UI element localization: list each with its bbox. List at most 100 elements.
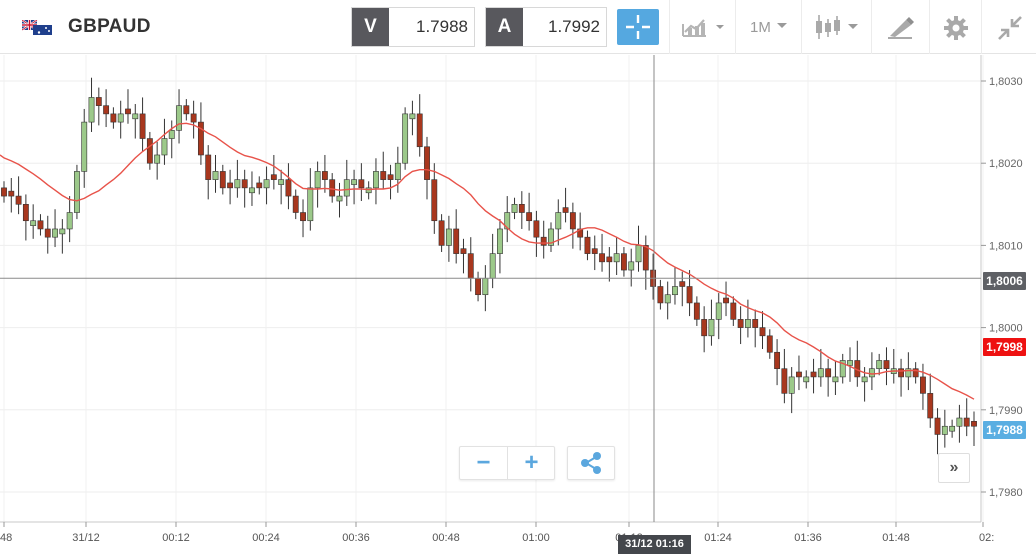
candle-body: [693, 302, 700, 320]
candle-body: [759, 327, 766, 337]
crosshair-icon: [626, 15, 650, 39]
candle-body: [971, 421, 977, 427]
share-button[interactable]: [567, 446, 615, 480]
time-tick-label: 02:: [979, 532, 994, 544]
candle-body: [497, 228, 503, 254]
candle-body: [132, 113, 139, 120]
price-tick-label: 1,8020: [989, 158, 1023, 170]
drawing-tools-button[interactable]: [871, 0, 929, 54]
candle-body: [453, 228, 460, 254]
chart-type-button[interactable]: [669, 0, 735, 54]
instrument-symbol: GBPAUD: [68, 16, 151, 37]
candle-body: [949, 425, 956, 432]
gear-icon: [944, 16, 968, 40]
moving-average-tag: 1,7998: [983, 338, 1026, 356]
candle-body: [489, 253, 496, 279]
candle-body: [103, 105, 110, 115]
candle-body: [52, 228, 58, 238]
candle-body: [701, 319, 708, 337]
candle-body: [766, 335, 773, 353]
scroll-to-latest-button[interactable]: »: [938, 453, 970, 483]
candle-body: [628, 261, 635, 271]
candle-body: [424, 146, 430, 180]
candle-body: [912, 368, 919, 378]
candle-body: [504, 212, 511, 230]
collapse-icon: [998, 16, 1022, 40]
candle-body: [74, 171, 80, 213]
candle-body: [460, 248, 467, 254]
candle-body: [292, 195, 299, 213]
candle-body: [249, 187, 255, 194]
candle-body: [438, 220, 445, 246]
price-tick-label: 1,8000: [989, 323, 1023, 335]
zoom-in-button[interactable]: +: [524, 449, 539, 476]
price-chart[interactable]: 1,8030 1,8020 1,8010 1,8000 1,7990 1,7980 48 31…: [0, 55, 1036, 556]
candle-body: [591, 248, 598, 254]
collapse-button[interactable]: [981, 0, 1036, 54]
candle-body: [730, 302, 737, 320]
candle-body: [241, 179, 248, 189]
buy-label: A: [486, 8, 523, 46]
candle-body: [475, 277, 481, 296]
crosshair-button[interactable]: [617, 9, 659, 45]
candle-body: [752, 319, 759, 328]
candle-body: [125, 108, 131, 115]
chevron-down-icon: [777, 23, 787, 28]
candle-body: [154, 154, 161, 164]
candle-body: [562, 207, 569, 213]
time-tick-label: 31/12: [72, 532, 100, 544]
candle-body: [956, 417, 963, 427]
candle-body: [66, 212, 73, 230]
candle-body: [774, 351, 781, 370]
candle-body: [263, 179, 270, 189]
candle-body: [183, 105, 190, 115]
candle-body: [373, 171, 379, 189]
candle-body: [883, 360, 890, 370]
plot-area: [0, 55, 981, 522]
candle-body: [511, 204, 518, 213]
candle-body: [934, 417, 941, 435]
candle-body: [146, 138, 153, 164]
candle-body: [679, 281, 686, 287]
bid-price-tag: 1,7988: [983, 421, 1026, 439]
buy-price-box[interactable]: A 1.7992: [485, 7, 607, 47]
candle-body: [715, 302, 722, 320]
buy-price: 1.7992: [548, 17, 600, 36]
candle-body: [88, 97, 95, 123]
candle-body: [548, 228, 554, 246]
candle-body: [526, 212, 533, 222]
price-tick-label: 1,7980: [989, 487, 1023, 499]
candle-body: [307, 187, 314, 222]
candle-body: [212, 171, 219, 180]
candle-style-button[interactable]: [801, 0, 871, 54]
crosshair-price-tag: 1,8006: [983, 272, 1026, 290]
sell-price-box[interactable]: V 1.7988: [351, 7, 475, 47]
candle-body: [686, 286, 693, 304]
candle-body: [343, 179, 350, 197]
candle-body: [599, 253, 605, 263]
candle-body: [95, 97, 102, 106]
candle-body: [803, 376, 810, 383]
candle-body: [358, 179, 365, 189]
candle-body: [876, 360, 883, 370]
candle-body: [467, 253, 474, 279]
time-tick-label: 00:36: [342, 532, 370, 544]
settings-button[interactable]: [929, 0, 981, 54]
candle-body: [927, 393, 934, 419]
candle-body: [1, 187, 7, 197]
candle-body: [110, 113, 117, 123]
candle-body: [227, 182, 234, 189]
candle-body: [321, 171, 328, 180]
timeframe-button[interactable]: 1M: [735, 0, 801, 54]
candle-body: [540, 236, 547, 246]
candle-body: [672, 286, 678, 296]
candle-body: [190, 113, 197, 123]
time-tick-label: 00:48: [432, 532, 460, 544]
candle-body: [402, 113, 409, 164]
zoom-out-button[interactable]: −: [476, 449, 491, 476]
candle-body: [351, 179, 358, 185]
candle-body: [518, 204, 525, 213]
time-tick-label: 00:24: [252, 532, 280, 544]
time-tick-label: 01:36: [794, 532, 822, 544]
